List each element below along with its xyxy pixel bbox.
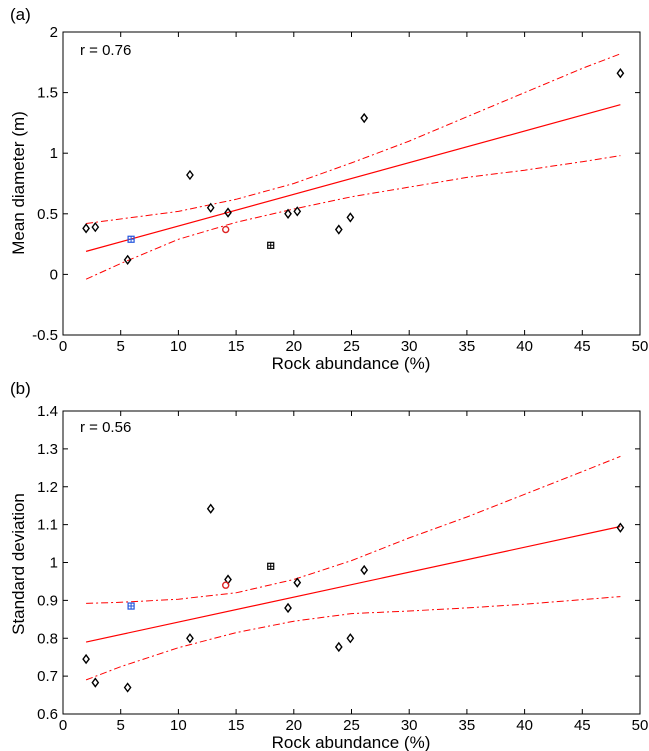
data-point-diamond bbox=[360, 112, 369, 124]
y-axis-label: Mean diameter (m) bbox=[9, 111, 28, 255]
fit-line bbox=[85, 525, 621, 643]
y-tick-label: 1 bbox=[50, 555, 58, 572]
y-tick-label: -0.5 bbox=[32, 327, 58, 344]
data-point-diamond bbox=[346, 212, 355, 223]
data-point-diamond bbox=[206, 503, 215, 514]
confidence-upper-line bbox=[86, 455, 621, 604]
y-tick-label: 1.5 bbox=[37, 85, 58, 102]
data-point-diamond bbox=[293, 577, 302, 588]
y-tick-label: 0.5 bbox=[37, 206, 58, 223]
confidence-lower-line bbox=[85, 596, 621, 681]
y-axis-label: Standard deviation bbox=[9, 493, 28, 635]
data-point-cross bbox=[267, 563, 274, 570]
data-point-diamond bbox=[186, 633, 194, 644]
x-tick-label: 50 bbox=[632, 338, 649, 355]
fit-line bbox=[85, 104, 621, 252]
y-tick-label: 1.2 bbox=[37, 479, 58, 496]
y-tick-label: 1.1 bbox=[37, 517, 58, 534]
x-tick-label: 0 bbox=[59, 338, 67, 355]
x-tick-label: 5 bbox=[117, 717, 125, 734]
x-tick-label: 35 bbox=[459, 338, 476, 355]
plot-frame bbox=[62, 31, 641, 336]
x-axis-label: Rock abundance (%) bbox=[272, 354, 431, 373]
plot-frame bbox=[62, 410, 641, 715]
data-point-diamond bbox=[91, 677, 100, 688]
y-tick-label: 0.6 bbox=[37, 706, 58, 723]
y-tick-label: 2 bbox=[50, 24, 58, 41]
data-point-cross bbox=[267, 242, 274, 249]
x-tick-label: 40 bbox=[516, 717, 533, 734]
y-tick-label: 0.7 bbox=[37, 668, 58, 685]
data-point-diamond bbox=[82, 653, 90, 665]
x-tick-label: 10 bbox=[170, 717, 187, 734]
x-tick-label: 25 bbox=[343, 717, 360, 734]
x-tick-label: 20 bbox=[285, 338, 302, 355]
x-tick-label: 30 bbox=[401, 338, 418, 355]
x-axis-label: Rock abundance (%) bbox=[272, 733, 431, 751]
y-tick-label: 1 bbox=[50, 145, 58, 162]
data-point-diamond bbox=[616, 68, 625, 79]
data-point-circle bbox=[222, 581, 230, 589]
x-tick-label: 0 bbox=[59, 717, 67, 734]
data-point-diamond bbox=[360, 564, 369, 576]
x-tick-label: 50 bbox=[632, 717, 649, 734]
data-point-diamond bbox=[334, 641, 343, 653]
x-tick-label: 45 bbox=[574, 338, 591, 355]
x-tick-label: 20 bbox=[285, 717, 302, 734]
data-point-diamond bbox=[616, 522, 625, 533]
data-point-diamond bbox=[123, 682, 132, 693]
x-tick-label: 15 bbox=[228, 338, 245, 355]
data-point-diamond bbox=[284, 602, 292, 614]
correlation-annotation: r = 0.76 bbox=[80, 42, 131, 59]
x-tick-label: 25 bbox=[343, 338, 360, 355]
y-tick-label: 0.8 bbox=[37, 630, 58, 647]
data-point-diamond bbox=[91, 221, 100, 233]
data-point-diamond bbox=[123, 254, 132, 266]
x-tick-label: 15 bbox=[228, 717, 245, 734]
panel-label: (b) bbox=[10, 379, 31, 398]
data-point-cross bbox=[128, 236, 135, 243]
x-tick-label: 40 bbox=[516, 338, 533, 355]
x-tick-label: 45 bbox=[574, 717, 591, 734]
data-point-diamond bbox=[334, 224, 343, 235]
correlation-annotation: r = 0.56 bbox=[80, 419, 131, 436]
data-point-diamond bbox=[82, 223, 90, 234]
y-tick-label: 1.3 bbox=[37, 441, 58, 458]
panel-label: (a) bbox=[10, 5, 31, 24]
x-tick-label: 5 bbox=[117, 338, 125, 355]
data-point-diamond bbox=[224, 207, 232, 218]
y-tick-label: 0 bbox=[50, 266, 58, 283]
data-point-diamond bbox=[206, 202, 215, 213]
confidence-upper-line bbox=[86, 53, 621, 224]
panel-a: (a) r = 0.76 Rock abundance (%) Mean dia… bbox=[9, 5, 648, 373]
x-tick-label: 10 bbox=[170, 338, 187, 355]
confidence-lower-line bbox=[85, 155, 621, 280]
x-tick-label: 30 bbox=[401, 717, 418, 734]
panel-b: (b) r = 0.56 Rock abundance (%) Standard… bbox=[9, 379, 648, 751]
data-point-diamond bbox=[186, 169, 194, 181]
data-point-diamond bbox=[293, 206, 302, 217]
x-tick-label: 35 bbox=[459, 717, 476, 734]
data-point-circle bbox=[222, 225, 230, 234]
data-point-cross bbox=[128, 603, 135, 610]
data-point-diamond bbox=[346, 633, 355, 644]
y-tick-label: 1.4 bbox=[37, 403, 58, 420]
data-point-diamond bbox=[284, 208, 292, 219]
y-tick-label: 0.9 bbox=[37, 592, 58, 609]
